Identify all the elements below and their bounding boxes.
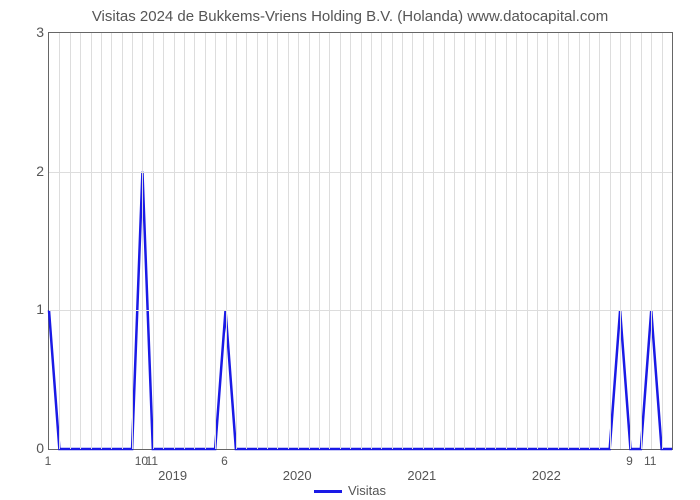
grid-line-v [485, 33, 486, 449]
grid-line-v [153, 33, 154, 449]
grid-line-v [558, 33, 559, 449]
y-axis-label: 3 [36, 24, 44, 40]
chart-container: Visitas 2024 de Bukkems-Vriens Holding B… [0, 0, 700, 500]
grid-line-v [641, 33, 642, 449]
grid-line-v [495, 33, 496, 449]
grid-line-v [194, 33, 195, 449]
grid-line-v [329, 33, 330, 449]
grid-line-v [475, 33, 476, 449]
x-axis-month-label: 6 [221, 454, 228, 468]
grid-line-v [174, 33, 175, 449]
grid-line-v [70, 33, 71, 449]
x-axis-month-label: 11 [644, 454, 656, 468]
grid-line-v [226, 33, 227, 449]
legend: Visitas [0, 483, 700, 498]
x-axis-year-label: 2019 [158, 468, 187, 483]
grid-line-v [163, 33, 164, 449]
grid-line-v [568, 33, 569, 449]
grid-line-v [589, 33, 590, 449]
grid-line-v [80, 33, 81, 449]
grid-line-v [392, 33, 393, 449]
grid-line-v [620, 33, 621, 449]
y-axis-label: 1 [36, 301, 44, 317]
x-axis-year-label: 2021 [407, 468, 436, 483]
x-axis-year-label: 2020 [283, 468, 312, 483]
grid-line-v [527, 33, 528, 449]
grid-line-v [277, 33, 278, 449]
plot-area [48, 32, 673, 450]
grid-line-v [246, 33, 247, 449]
x-axis-month-label: 11 [146, 454, 158, 468]
grid-line-v [630, 33, 631, 449]
grid-line-v [547, 33, 548, 449]
grid-line-v [257, 33, 258, 449]
x-axis-month-label: 1 [45, 454, 52, 468]
grid-line-v [91, 33, 92, 449]
x-axis-month-label: 9 [626, 454, 633, 468]
legend-swatch [314, 490, 342, 493]
grid-line-v [111, 33, 112, 449]
grid-line-v [402, 33, 403, 449]
grid-line-v [537, 33, 538, 449]
grid-line-v [464, 33, 465, 449]
grid-line-v [579, 33, 580, 449]
legend-label: Visitas [348, 483, 386, 498]
y-axis-label: 2 [36, 163, 44, 179]
chart-title: Visitas 2024 de Bukkems-Vriens Holding B… [0, 0, 700, 25]
grid-line-v [454, 33, 455, 449]
grid-line-v [184, 33, 185, 449]
grid-line-v [516, 33, 517, 449]
y-axis-label: 0 [36, 440, 44, 456]
grid-line-v [288, 33, 289, 449]
grid-line-v [309, 33, 310, 449]
x-axis-year-label: 2022 [532, 468, 561, 483]
grid-line-v [298, 33, 299, 449]
grid-line-v [381, 33, 382, 449]
grid-line-v [59, 33, 60, 449]
grid-line-v [371, 33, 372, 449]
grid-line-v [610, 33, 611, 449]
grid-line-v [412, 33, 413, 449]
grid-line-v [651, 33, 652, 449]
grid-line-v [101, 33, 102, 449]
grid-line-v [423, 33, 424, 449]
grid-line-v [506, 33, 507, 449]
grid-line-v [267, 33, 268, 449]
grid-line-v [444, 33, 445, 449]
grid-line-v [433, 33, 434, 449]
grid-line-v [142, 33, 143, 449]
grid-line-v [350, 33, 351, 449]
grid-line-v [122, 33, 123, 449]
grid-line-v [662, 33, 663, 449]
grid-line-v [132, 33, 133, 449]
grid-line-v [599, 33, 600, 449]
grid-line-v [361, 33, 362, 449]
grid-line-v [205, 33, 206, 449]
grid-line-v [340, 33, 341, 449]
grid-line-v [319, 33, 320, 449]
grid-line-v [215, 33, 216, 449]
grid-line-v [236, 33, 237, 449]
